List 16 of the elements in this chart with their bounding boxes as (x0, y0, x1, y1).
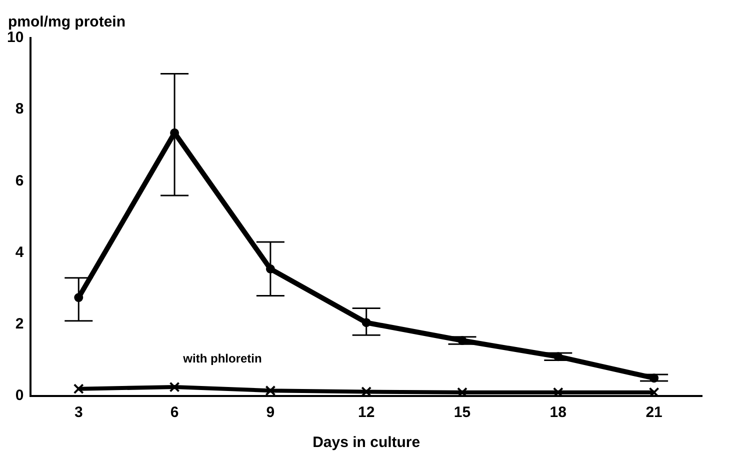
x-tick-label: 21 (646, 404, 662, 422)
x-tick-label: 6 (170, 404, 179, 422)
x-tick-label: 15 (454, 404, 471, 422)
y-tick-label: 6 (15, 172, 24, 190)
y-tick-label: 4 (15, 244, 24, 261)
x-tick-label: 18 (550, 404, 566, 422)
y-tick-label: 0 (15, 387, 24, 404)
y-tick-label: 8 (15, 100, 24, 118)
y-tick-label: 2 (15, 316, 24, 333)
series-label: with phloretin (182, 351, 262, 366)
x-tick-label: 9 (266, 404, 275, 422)
y-axis-title: pmol/mg protein (8, 14, 126, 31)
x-tick-label: 12 (358, 404, 375, 422)
x-axis-title: Days in culture (312, 434, 420, 452)
x-tick-label: 3 (74, 404, 83, 422)
y-tick-label: 10 (6, 29, 24, 46)
